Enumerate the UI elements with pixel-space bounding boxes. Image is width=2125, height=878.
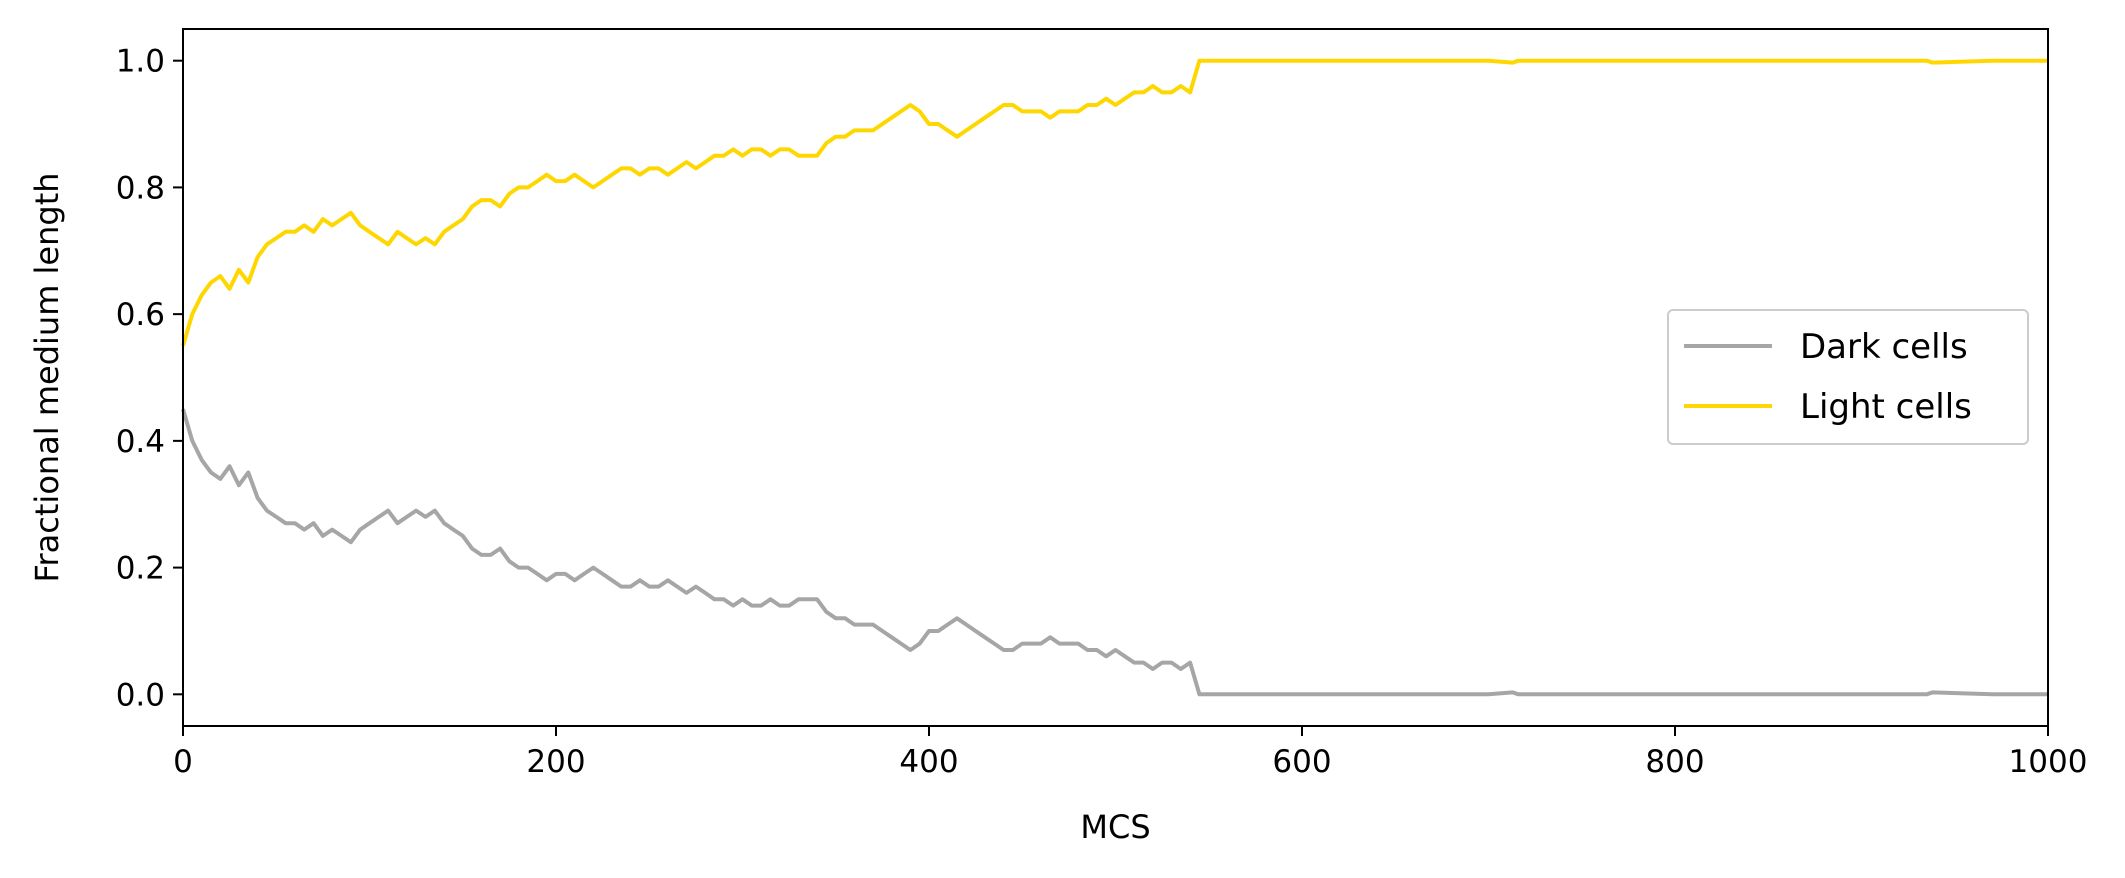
y-tick-label: 0.2: [116, 551, 165, 587]
x-tick-label: 400: [899, 744, 958, 780]
y-tick-label: 1.0: [116, 44, 165, 80]
axis-ticks: 0 200 400 600 800 1000 0.0 0.2 0.4 0.6 0.8 1.0: [116, 44, 2088, 780]
y-tick-label: 0.8: [116, 170, 165, 206]
series-lines: [181, 58, 2048, 697]
x-tick-label: 0: [173, 744, 193, 780]
plot-frame: [182, 28, 2049, 727]
legend: Dark cells Light cells: [1667, 309, 2029, 445]
y-axis-label: Fractional medium length: [28, 172, 66, 582]
y-tick-label: 0.0: [116, 677, 165, 713]
x-tick-label: 200: [526, 744, 585, 780]
series-line-dark-cells: [181, 408, 2048, 697]
y-tick-label: 0.4: [116, 424, 165, 460]
x-tick-label: 800: [1645, 744, 1704, 780]
legend-label-light-cells: Light cells: [1800, 387, 1972, 427]
series-line-light-cells: [181, 58, 2048, 347]
x-tick-label: 1000: [2009, 744, 2088, 780]
x-tick-label: 600: [1272, 744, 1331, 780]
legend-box: [1667, 309, 2029, 445]
y-tick-label: 0.6: [116, 297, 165, 333]
x-axis-label: MCS: [1080, 808, 1150, 846]
legend-label-dark-cells: Dark cells: [1800, 327, 1968, 367]
